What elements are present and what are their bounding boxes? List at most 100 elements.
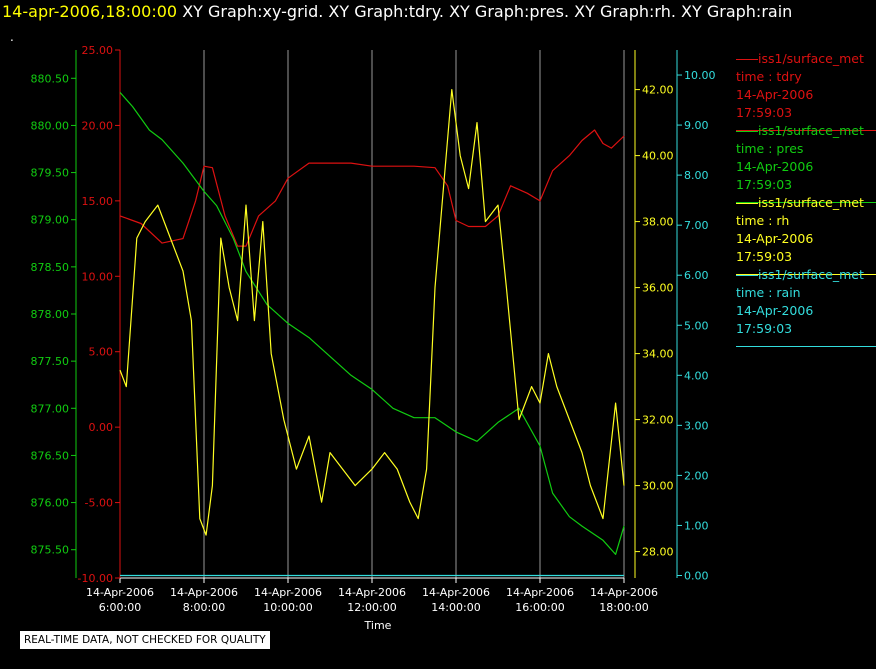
pres-tick-label-6: 878.50 — [31, 261, 70, 274]
legend-date-text: 14-Apr-2006 — [736, 231, 814, 246]
x-tick-label-time-5: 16:00:00 — [515, 601, 564, 614]
header-timestamp: 14-apr-2006,18:00:00 — [2, 2, 178, 21]
pres-tick-label-1: 876.00 — [31, 497, 70, 510]
rain-tick-label-10: 10.00 — [684, 69, 716, 82]
header-title-tdry: XY Graph:tdry. — [328, 2, 444, 21]
pres-series-line — [119, 92, 625, 556]
tdry-tick-label-6: 20.00 — [82, 119, 114, 132]
legend-variable: time : pres — [736, 140, 876, 158]
pres-tick-label-10: 880.50 — [31, 72, 70, 85]
rh-tick-label-5: 38.00 — [642, 216, 674, 229]
legend-source-text: iss1/surface_met — [758, 195, 864, 210]
rain-tick-label-7: 7.00 — [684, 219, 709, 232]
header-bar: 14-apr-2006,18:00:00 XY Graph:xy-grid. X… — [2, 2, 792, 22]
legend-source: iss1/surface_met — [736, 266, 876, 284]
legend-time: 17:59:03 — [736, 104, 876, 122]
pres-tick-label-3: 877.00 — [31, 402, 70, 415]
x-tick-label-time-0: 6:00:00 — [99, 601, 141, 614]
legend-date: 14-Apr-2006 — [736, 230, 876, 248]
tdry-tick-label-0: -10.00 — [78, 572, 113, 585]
tdry-tick-label-1: -5.00 — [85, 497, 113, 510]
x-tick-label-date-1: 14-Apr-2006 — [170, 586, 238, 599]
tdry-tick-label-7: 25.00 — [82, 44, 114, 57]
x-tick-label-date-2: 14-Apr-2006 — [254, 586, 322, 599]
x-tick-label-time-4: 14:00:00 — [431, 601, 480, 614]
legend-time-text: 17:59:03 — [736, 249, 793, 264]
rh-tick-label-3: 34.00 — [642, 348, 674, 361]
rh-series-line — [119, 88, 625, 536]
header-title-pres: XY Graph:pres. — [449, 2, 570, 21]
legend-time: 17:59:03 — [736, 248, 876, 266]
x-tick-label-time-2: 10:00:00 — [263, 601, 312, 614]
legend-date-text: 14-Apr-2006 — [736, 87, 814, 102]
legend-date: 14-Apr-2006 — [736, 302, 876, 320]
legend-time-text: 17:59:03 — [736, 105, 793, 120]
x-tick-label-time-3: 12:00:00 — [347, 601, 396, 614]
legend-swatch — [736, 131, 758, 132]
header-title-grid: XY Graph:xy-grid. — [182, 2, 324, 21]
rh-tick-label-0: 28.00 — [642, 546, 674, 559]
rh-tick-label-4: 36.00 — [642, 282, 674, 295]
legend-entry-3: iss1/surface_met time : rain 14-Apr-2006 17… — [736, 266, 876, 347]
legend-variable-text: time : rain — [736, 285, 801, 300]
legend-separator — [736, 202, 876, 203]
rain-tick-label-3: 3.00 — [684, 419, 709, 432]
x-tick-label-date-6: 14-Apr-2006 — [590, 586, 658, 599]
rain-tick-label-6: 6.00 — [684, 269, 709, 282]
pres-tick-label-5: 878.00 — [31, 308, 70, 321]
rain-tick-label-8: 8.00 — [684, 169, 709, 182]
legend-date: 14-Apr-2006 — [736, 86, 876, 104]
legend-swatch — [736, 275, 758, 276]
tdry-tick-label-3: 5.00 — [89, 346, 114, 359]
legend-variable-text: time : pres — [736, 141, 804, 156]
pres-tick-label-8: 879.50 — [31, 167, 70, 180]
legend-time: 17:59:03 — [736, 320, 876, 338]
legend-source: iss1/surface_met — [736, 194, 876, 212]
rain-tick-label-5: 5.00 — [684, 319, 709, 332]
pres-tick-label-0: 875.50 — [31, 544, 70, 557]
legend-source-text: iss1/surface_met — [758, 51, 864, 66]
status-dot: . — [10, 30, 14, 44]
rh-tick-label-7: 42.00 — [642, 84, 674, 97]
legend-separator — [736, 346, 876, 347]
legend-time: 17:59:03 — [736, 176, 876, 194]
legend-date: 14-Apr-2006 — [736, 158, 876, 176]
legend-date-text: 14-Apr-2006 — [736, 159, 814, 174]
legend-variable-text: time : tdry — [736, 69, 802, 84]
pres-tick-label-4: 877.50 — [31, 355, 70, 368]
rain-tick-label-0: 0.00 — [684, 569, 709, 582]
quality-note: REAL-TIME DATA, NOT CHECKED FOR QUALITY — [20, 631, 270, 649]
rain-tick-label-2: 2.00 — [684, 469, 709, 482]
pres-tick-label-7: 879.00 — [31, 214, 70, 227]
tdry-tick-label-5: 15.00 — [82, 195, 114, 208]
legend-variable: time : rh — [736, 212, 876, 230]
legend-variable-text: time : rh — [736, 213, 790, 228]
legend-source: iss1/surface_met — [736, 50, 876, 68]
legend-separator — [736, 274, 876, 275]
legend-source-text: iss1/surface_met — [758, 123, 864, 138]
legend-source: iss1/surface_met — [736, 122, 876, 140]
rh-tick-label-6: 40.00 — [642, 150, 674, 163]
x-axis-label: Time — [364, 619, 392, 632]
header-title-rh: XY Graph:rh. — [574, 2, 676, 21]
pres-tick-label-2: 876.50 — [31, 449, 70, 462]
legend-time-text: 17:59:03 — [736, 321, 793, 336]
rain-tick-label-1: 1.00 — [684, 519, 709, 532]
tdry-series-line — [119, 129, 625, 247]
legend-variable: time : tdry — [736, 68, 876, 86]
legend-swatch — [736, 59, 758, 60]
rh-tick-label-2: 32.00 — [642, 414, 674, 427]
x-tick-label-time-6: 18:00:00 — [599, 601, 648, 614]
legend-variable: time : rain — [736, 284, 876, 302]
x-tick-label-date-5: 14-Apr-2006 — [506, 586, 574, 599]
x-tick-label-date-3: 14-Apr-2006 — [338, 586, 406, 599]
header-title-rain: XY Graph:rain — [681, 2, 793, 21]
pres-tick-label-9: 880.00 — [31, 119, 70, 132]
tdry-tick-label-4: 10.00 — [82, 270, 114, 283]
legend-separator — [736, 130, 876, 131]
rain-tick-label-9: 9.00 — [684, 119, 709, 132]
tdry-tick-label-2: 0.00 — [89, 421, 114, 434]
